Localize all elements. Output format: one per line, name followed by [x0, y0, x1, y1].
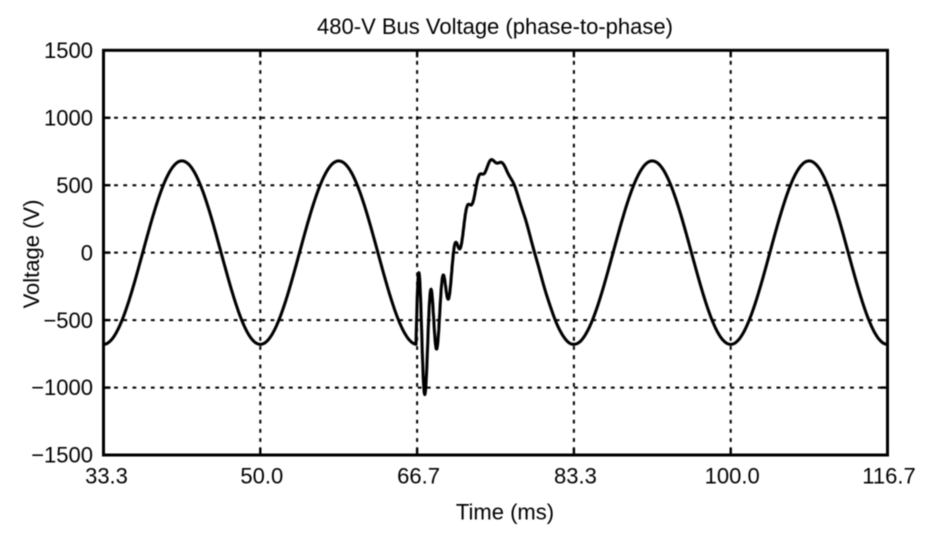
svg-text:1500: 1500 [44, 38, 93, 63]
svg-text:−1000: −1000 [31, 375, 93, 400]
svg-text:66.7: 66.7 [397, 464, 440, 489]
svg-text:−500: −500 [43, 308, 93, 333]
svg-text:Voltage (V): Voltage (V) [19, 200, 44, 309]
svg-text:116.7: 116.7 [862, 464, 915, 489]
svg-text:50.0: 50.0 [240, 464, 283, 489]
svg-text:100.0: 100.0 [705, 464, 760, 489]
svg-text:33.3: 33.3 [85, 464, 128, 489]
svg-text:83.3: 83.3 [554, 464, 597, 489]
svg-text:0: 0 [81, 240, 93, 265]
svg-text:−1500: −1500 [31, 443, 93, 468]
svg-text:Time (ms): Time (ms) [456, 500, 554, 525]
svg-text:480-V Bus Voltage (phase-to-ph: 480-V Bus Voltage (phase-to-phase) [317, 14, 673, 39]
svg-text:500: 500 [56, 173, 93, 198]
svg-text:1000: 1000 [44, 106, 93, 131]
